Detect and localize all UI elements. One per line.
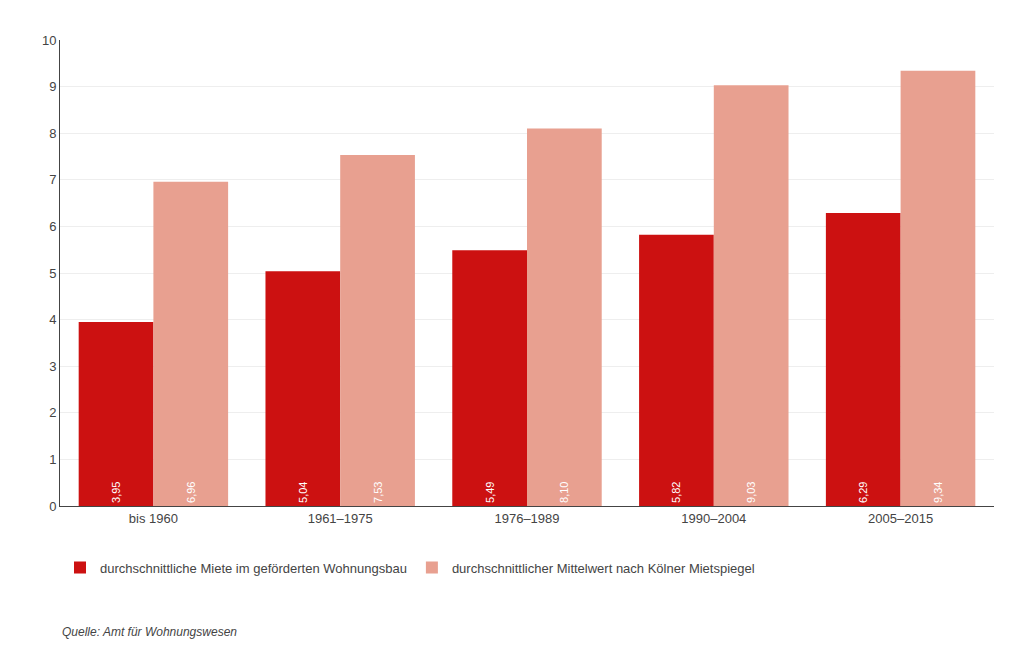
svg-text:7: 7 xyxy=(49,172,56,187)
svg-text:durchschnittliche Miete im gef: durchschnittliche Miete im geförderten W… xyxy=(100,561,407,576)
svg-text:7,53: 7,53 xyxy=(372,482,384,503)
svg-text:0: 0 xyxy=(49,499,56,514)
svg-text:Quelle: Amt für Wohnungswesen: Quelle: Amt für Wohnungswesen xyxy=(62,625,237,639)
svg-text:9: 9 xyxy=(49,79,56,94)
svg-text:3: 3 xyxy=(49,359,56,374)
svg-text:5: 5 xyxy=(49,266,56,281)
svg-text:6: 6 xyxy=(49,219,56,234)
svg-text:4: 4 xyxy=(49,312,56,327)
svg-text:5,04: 5,04 xyxy=(297,482,309,503)
svg-text:5,49: 5,49 xyxy=(484,482,496,503)
svg-text:2005–2015: 2005–2015 xyxy=(868,511,933,526)
svg-text:6,29: 6,29 xyxy=(857,482,869,503)
svg-text:1990–2004: 1990–2004 xyxy=(681,511,746,526)
svg-text:durchschnittlicher Mittelwert: durchschnittlicher Mittelwert nach Kölne… xyxy=(452,561,755,576)
svg-text:6,96: 6,96 xyxy=(185,482,197,503)
svg-text:1961–1975: 1961–1975 xyxy=(308,511,373,526)
svg-text:5,82: 5,82 xyxy=(670,482,682,503)
svg-text:1976–1989: 1976–1989 xyxy=(494,511,559,526)
svg-text:10: 10 xyxy=(42,33,56,48)
svg-text:8: 8 xyxy=(49,126,56,141)
svg-text:9,34: 9,34 xyxy=(932,482,944,503)
svg-text:9,03: 9,03 xyxy=(745,482,757,503)
svg-text:3,95: 3,95 xyxy=(110,482,122,503)
svg-text:1: 1 xyxy=(49,452,56,467)
svg-text:8,10: 8,10 xyxy=(558,482,570,503)
svg-text:2: 2 xyxy=(49,405,56,420)
svg-text:bis 1960: bis 1960 xyxy=(129,511,178,526)
